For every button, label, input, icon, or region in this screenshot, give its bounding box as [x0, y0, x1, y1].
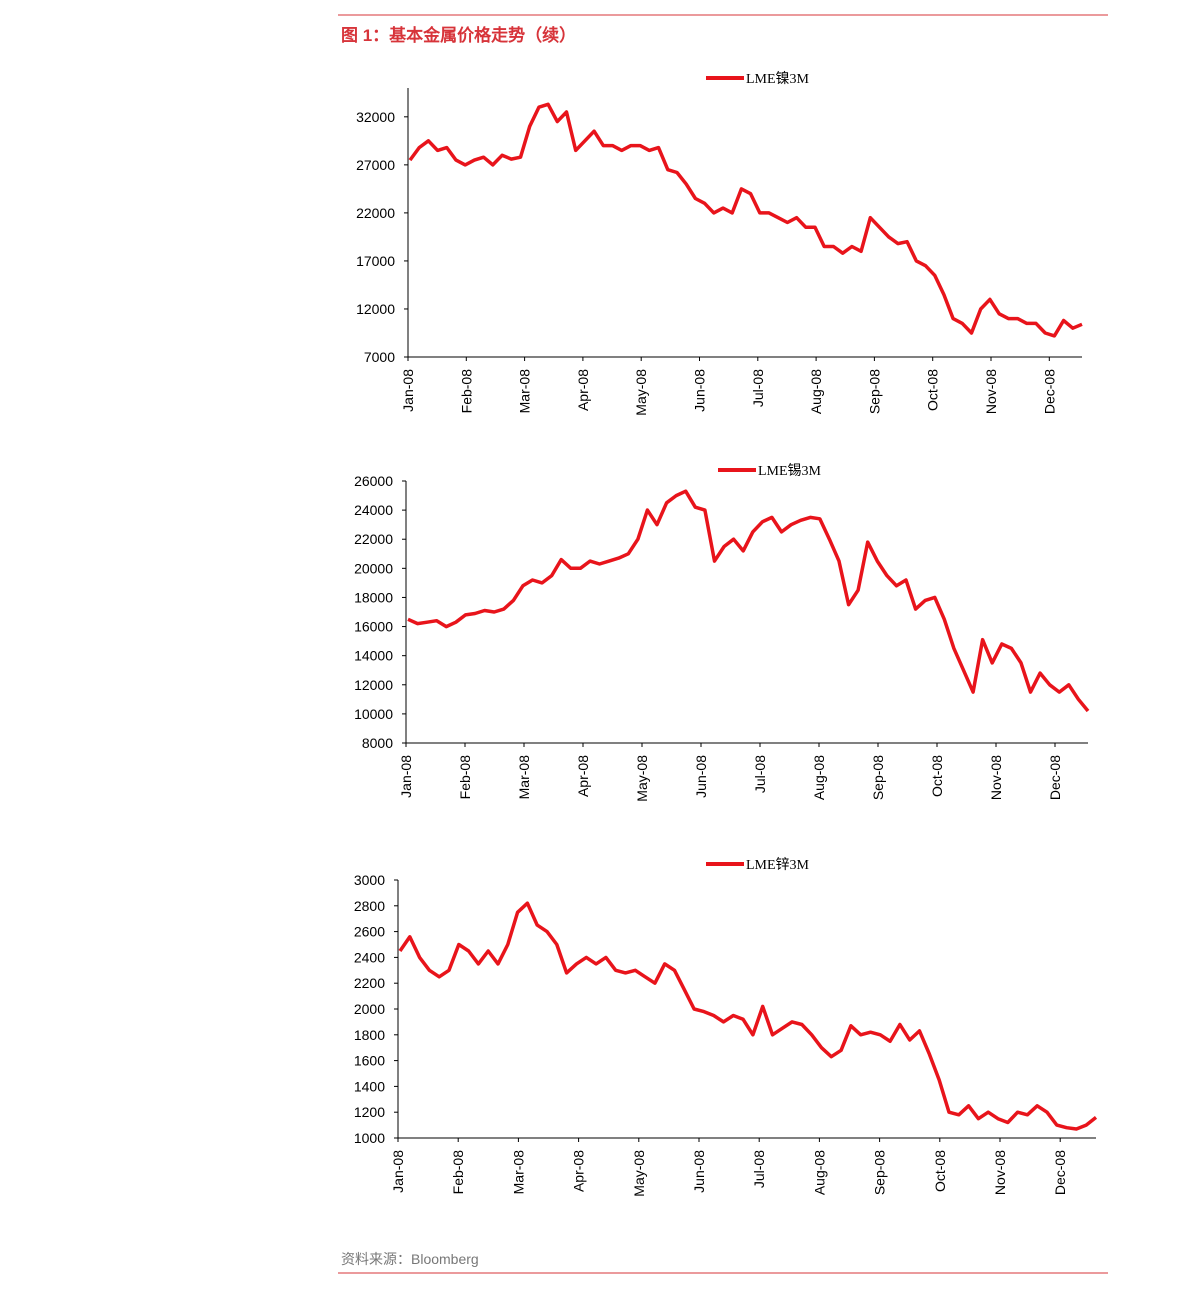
- legend-label: LME锡3M: [758, 463, 822, 479]
- y-tick-label: 17000: [356, 253, 395, 269]
- x-tick-label: Dec-08: [1041, 369, 1057, 414]
- y-tick-label: 27000: [356, 157, 395, 173]
- y-tick-label: 12000: [356, 301, 395, 317]
- x-tick-label: Dec-08: [1047, 755, 1063, 800]
- x-tick-label: Sep-08: [866, 369, 882, 414]
- y-tick-label: 16000: [354, 619, 393, 635]
- y-tick-label: 10000: [354, 706, 393, 722]
- y-tick-label: 12000: [354, 677, 393, 693]
- x-tick-label: Nov-08: [983, 369, 999, 414]
- x-tick-label: Apr-08: [575, 369, 591, 411]
- x-tick-label: May-08: [634, 755, 650, 802]
- y-tick-label: 1400: [354, 1078, 385, 1094]
- x-tick-label: Apr-08: [575, 755, 591, 797]
- x-tick-label: Nov-08: [988, 755, 1004, 800]
- series-line: [408, 102, 1083, 338]
- y-tick-label: 1200: [354, 1104, 385, 1120]
- x-tick-label: Jul-08: [752, 755, 768, 793]
- y-tick-label: 2800: [354, 898, 385, 914]
- y-tick-label: 14000: [354, 648, 393, 664]
- x-tick-label: Mar-08: [516, 755, 532, 800]
- series-line: [407, 489, 1090, 713]
- x-tick-label: Apr-08: [571, 1150, 587, 1192]
- figure-title: 图 1：基本金属价格走势（续）: [341, 25, 576, 45]
- x-tick-label: Jul-08: [750, 369, 766, 407]
- x-tick-label: Jan-08: [390, 1150, 406, 1193]
- y-tick-label: 1600: [354, 1053, 385, 1069]
- x-tick-label: Aug-08: [811, 755, 827, 800]
- x-tick-label: Jun-08: [691, 1150, 707, 1193]
- y-tick-label: 1000: [354, 1130, 385, 1146]
- x-tick-label: Mar-08: [517, 369, 533, 414]
- series-line: [398, 901, 1098, 1131]
- x-tick-label: Aug-08: [808, 369, 824, 414]
- x-tick-label: Feb-08: [450, 1150, 466, 1195]
- x-tick-label: Jul-08: [751, 1150, 767, 1188]
- y-tick-label: 24000: [354, 502, 393, 518]
- y-tick-label: 20000: [354, 560, 393, 576]
- x-tick-label: Dec-08: [1052, 1150, 1068, 1195]
- x-tick-label: May-08: [631, 1150, 647, 1197]
- y-tick-label: 1800: [354, 1027, 385, 1043]
- x-tick-label: Jan-08: [400, 369, 416, 412]
- x-tick-label: Sep-08: [872, 1150, 888, 1195]
- y-tick-label: 22000: [356, 205, 395, 221]
- legend-label: LME镍3M: [746, 71, 810, 87]
- y-tick-label: 2400: [354, 949, 385, 965]
- source: 资料来源：Bloomberg: [341, 1251, 479, 1267]
- x-tick-label: Nov-08: [992, 1150, 1008, 1195]
- x-tick-label: Oct-08: [932, 1150, 948, 1192]
- x-tick-label: Jun-08: [692, 369, 708, 412]
- x-tick-label: Sep-08: [870, 755, 886, 800]
- x-tick-label: Jan-08: [398, 755, 414, 798]
- y-tick-label: 22000: [354, 531, 393, 547]
- y-tick-label: 2200: [354, 975, 385, 991]
- x-tick-label: Oct-08: [929, 755, 945, 797]
- legend-label: LME锌3M: [746, 857, 810, 873]
- y-tick-label: 2600: [354, 924, 385, 940]
- x-tick-label: Feb-08: [457, 755, 473, 800]
- y-tick-label: 3000: [354, 872, 385, 888]
- x-tick-label: Jun-08: [693, 755, 709, 798]
- x-tick-label: Oct-08: [925, 369, 941, 411]
- x-tick-label: Aug-08: [811, 1150, 827, 1195]
- y-tick-label: 7000: [364, 349, 395, 365]
- y-tick-label: 2000: [354, 1001, 385, 1017]
- x-tick-label: Feb-08: [458, 369, 474, 414]
- y-tick-label: 32000: [356, 109, 395, 125]
- x-tick-label: May-08: [633, 369, 649, 416]
- y-tick-label: 8000: [362, 735, 393, 751]
- y-tick-label: 18000: [354, 589, 393, 605]
- y-tick-label: 26000: [354, 473, 393, 489]
- x-tick-label: Mar-08: [510, 1150, 526, 1195]
